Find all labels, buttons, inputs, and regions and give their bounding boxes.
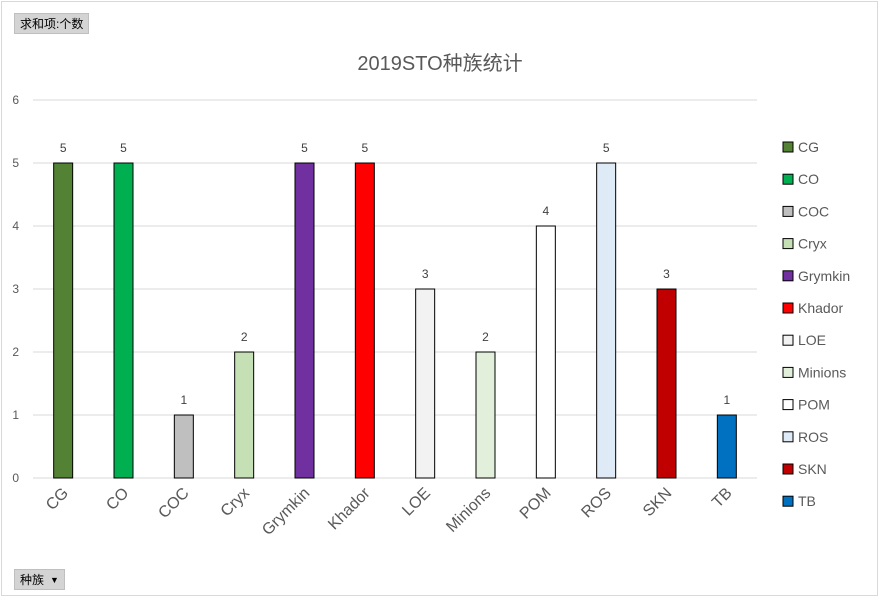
legend-label: CG [798, 139, 819, 155]
data-label: 4 [542, 204, 549, 218]
dropdown-arrow-icon: ▼ [50, 575, 59, 585]
legend-swatch [782, 334, 794, 346]
chart-title: 2019STO种族统计 [357, 52, 522, 75]
y-tick-label: 1 [12, 408, 19, 422]
y-tick-label: 0 [12, 471, 19, 485]
legend-label: SKN [798, 461, 827, 477]
x-tick-label: LOE [399, 485, 434, 520]
data-label: 3 [422, 267, 429, 281]
legend-label: COC [798, 203, 829, 219]
legend-item-cg[interactable]: CG [782, 139, 819, 155]
legend-item-tb[interactable]: TB [782, 493, 816, 509]
legend-label: Minions [798, 364, 846, 380]
x-tick-label: TB [709, 485, 735, 511]
legend-item-ros[interactable]: ROS [782, 429, 828, 445]
y-tick-label: 3 [12, 282, 19, 296]
y-tick-label: 2 [12, 345, 19, 359]
value-field-button[interactable]: 求和项:个数 [14, 13, 90, 34]
data-label: 5 [120, 141, 127, 155]
bar-cg[interactable] [53, 162, 74, 479]
data-label: 5 [60, 141, 67, 155]
y-tick-label: 5 [12, 156, 19, 170]
bar-ros[interactable] [596, 162, 617, 479]
x-tick-label: SKN [640, 485, 675, 520]
legend-label: Cryx [798, 236, 827, 252]
y-tick-label: 4 [12, 219, 19, 233]
data-label: 1 [180, 393, 187, 407]
legend-swatch [782, 302, 794, 314]
legend-label: ROS [798, 429, 828, 445]
x-tick-label: Minions [443, 485, 494, 536]
x-tick-label: ROS [578, 485, 615, 522]
legend-swatch [782, 463, 794, 475]
x-tick-label: CG [43, 485, 72, 514]
data-label: 5 [361, 141, 368, 155]
gridlines [33, 99, 757, 479]
x-axis: CG CO COC Cryx Grymkin Khador LOE Minions POM ROS… [43, 484, 736, 539]
data-label: 5 [301, 141, 308, 155]
data-label: 2 [482, 330, 489, 344]
bar-tb[interactable] [716, 414, 737, 479]
data-label: 3 [663, 267, 670, 281]
bar-grymkin[interactable] [294, 162, 315, 479]
x-tick-label: POM [517, 485, 555, 523]
bar-khador[interactable] [354, 162, 375, 479]
bar-skn[interactable] [656, 288, 677, 479]
legend-swatch [782, 495, 794, 507]
bar-cryx[interactable] [234, 351, 255, 479]
legend-swatch [782, 205, 794, 217]
legend-item-pom[interactable]: POM [782, 397, 830, 413]
legend-label: TB [798, 493, 816, 509]
legend-swatch [782, 399, 794, 411]
legend-swatch [782, 270, 794, 282]
legend-item-loe[interactable]: LOE [782, 332, 826, 348]
x-tick-label: Grymkin [259, 485, 313, 539]
legend-item-khador[interactable]: Khador [782, 300, 843, 316]
legend-label: Grymkin [798, 268, 850, 284]
bar-co[interactable] [113, 162, 134, 479]
bar-loe[interactable] [415, 288, 436, 479]
y-tick-label: 6 [12, 93, 19, 107]
legend-item-co[interactable]: CO [782, 171, 819, 187]
category-field-button[interactable]: 种族 ▼ [14, 569, 65, 590]
legend-swatch [782, 141, 794, 153]
data-label: 1 [723, 393, 730, 407]
x-tick-label: CO [103, 485, 132, 514]
bar-coc[interactable] [173, 414, 194, 479]
legend-swatch [782, 238, 794, 250]
x-tick-label: COC [155, 485, 192, 522]
legend-item-coc[interactable]: COC [782, 203, 829, 219]
bar-pom[interactable] [535, 225, 556, 479]
data-label: 5 [603, 141, 610, 155]
legend-item-minions[interactable]: Minions [782, 364, 846, 380]
legend-swatch [782, 431, 794, 443]
legend-item-grymkin[interactable]: Grymkin [782, 268, 850, 284]
legend-label: POM [798, 397, 830, 413]
legend: CG CO COC Cryx Grymkin Khador LOE Minions POM ROS… [782, 139, 850, 509]
legend-label: Khador [798, 300, 843, 316]
legend-label: LOE [798, 332, 826, 348]
data-label: 2 [241, 330, 248, 344]
bar-minions[interactable] [475, 351, 496, 479]
legend-item-cryx[interactable]: Cryx [782, 236, 827, 252]
x-tick-label: Cryx [218, 485, 253, 520]
y-axis: 0 1 2 3 4 5 6 [12, 93, 19, 485]
legend-swatch [782, 173, 794, 185]
legend-item-skn[interactable]: SKN [782, 461, 827, 477]
bars: 5 5 1 2 5 5 3 2 4 5 3 1 [53, 141, 737, 479]
x-tick-label: Khador [325, 484, 374, 533]
category-field-label: 种族 [20, 573, 45, 587]
legend-swatch [782, 366, 794, 378]
legend-label: CO [798, 171, 819, 187]
